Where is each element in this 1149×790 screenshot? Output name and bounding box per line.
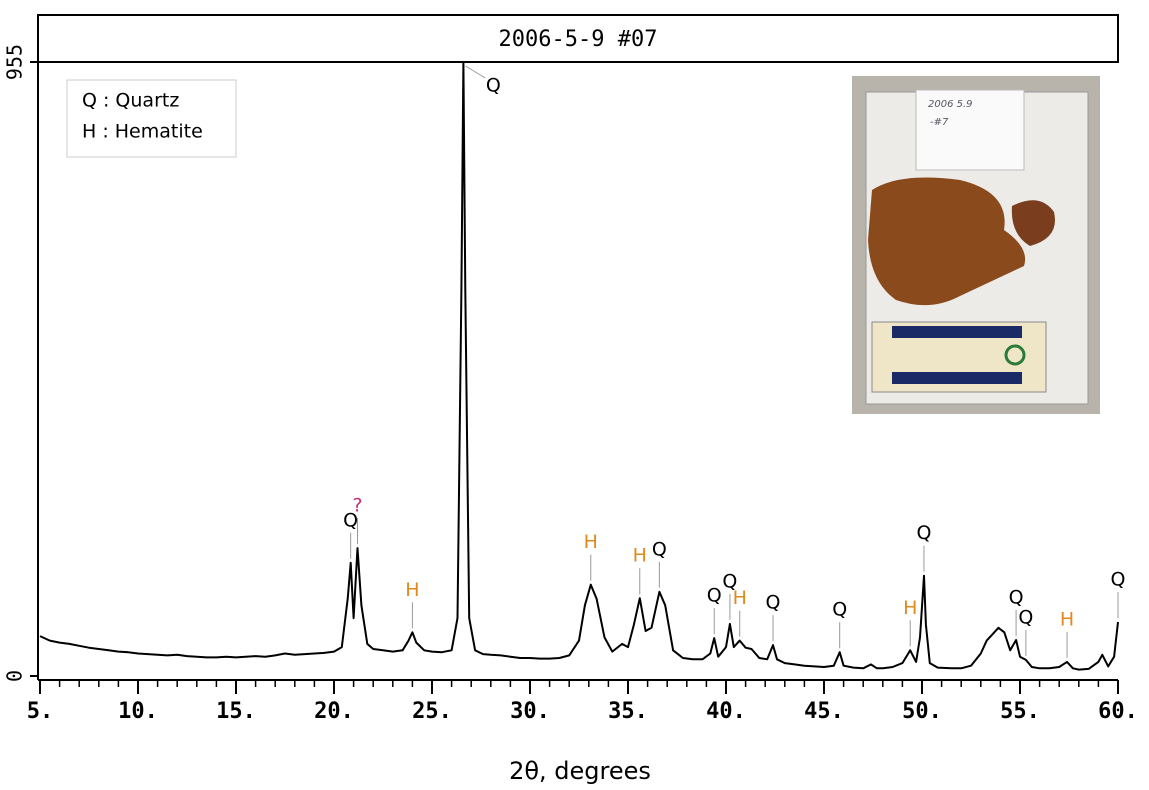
peak-label: Q	[652, 538, 667, 560]
peak-label: Q	[722, 570, 737, 592]
x-tick-label: 20.	[314, 699, 354, 724]
x-tick-label: 15.	[216, 699, 256, 724]
peak-label: H	[733, 587, 747, 609]
x-tick-label: 45.	[804, 699, 844, 724]
x-tick-label: 50.	[902, 699, 942, 724]
peak-label: Q	[1009, 586, 1024, 608]
peak-label: Q	[832, 599, 847, 621]
x-tick-label: 55.	[1000, 699, 1040, 724]
x-tick-label: 60.	[1098, 699, 1138, 724]
peak-label: ?	[352, 495, 362, 517]
peak-label: Q	[1111, 568, 1126, 590]
photo-label	[915, 89, 1025, 171]
scale-bar	[892, 326, 1022, 338]
peak-label: H	[903, 597, 917, 619]
peak-label: H	[584, 531, 598, 553]
peak-label: Q	[766, 592, 781, 614]
scale-logo	[1004, 344, 1026, 366]
peak-label: Q	[486, 75, 501, 97]
legend-entry: H : Hematite	[82, 121, 203, 143]
x-tick-label: 30.	[510, 699, 550, 724]
inset-note: -#7	[930, 117, 949, 128]
scale-bar	[892, 372, 1022, 384]
x-tick-label: 5.	[27, 699, 54, 724]
sample	[1011, 200, 1055, 246]
peak-label: H	[1060, 608, 1074, 630]
peak-label: H	[405, 579, 419, 601]
x-tick-label: 40.	[706, 699, 746, 724]
x-tick-label: 35.	[608, 699, 648, 724]
sample	[868, 177, 1026, 306]
y-tick-label: 955	[3, 44, 27, 80]
inset-photo: 2006 5.9 -#7	[852, 76, 1100, 414]
peak-label: Q	[343, 509, 358, 531]
spectrum-line	[39, 61, 1119, 671]
peak-label: Q	[707, 585, 722, 607]
x-tick-label: 10.	[118, 699, 158, 724]
x-tick-label: 25.	[412, 699, 452, 724]
chart-title: 2006-5-9 #07	[499, 27, 658, 52]
y-tick-label: 0	[3, 670, 27, 682]
legend-entry: Q : Quartz	[82, 90, 179, 112]
legend-box	[66, 79, 237, 158]
x-axis-label: 2θ, degrees	[509, 757, 651, 785]
inset-note: 2006 5.9	[928, 99, 973, 110]
peak-label: Q	[1018, 606, 1033, 628]
peak-label: H	[633, 545, 647, 567]
peak-label: Q	[916, 522, 931, 544]
annotation-leader	[465, 65, 486, 79]
